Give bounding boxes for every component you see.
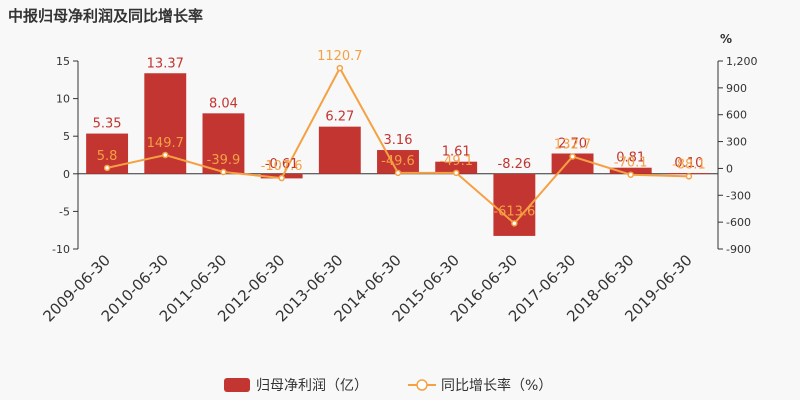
line-value-label: -613.6 bbox=[493, 204, 535, 219]
line-point bbox=[685, 173, 693, 180]
bar-value-label: 13.37 bbox=[147, 56, 184, 71]
left-tick-label: 0 bbox=[63, 168, 70, 181]
line-point bbox=[278, 174, 285, 182]
legend-line-label: 同比增长率（%） bbox=[441, 377, 552, 394]
bar-value-label: 3.16 bbox=[384, 133, 413, 148]
bar-value-label: -0.61 bbox=[265, 157, 299, 172]
left-tick-label: 15 bbox=[56, 55, 70, 68]
bar bbox=[202, 113, 245, 174]
line-value-label: -70.1 bbox=[614, 156, 648, 171]
bar-value-label: 6.27 bbox=[325, 110, 354, 125]
line-value-label: -39.9 bbox=[207, 153, 241, 168]
bar-value-label: 8.04 bbox=[209, 96, 238, 111]
line-value-label: -88.1 bbox=[672, 157, 706, 172]
left-tick-label: 10 bbox=[56, 93, 70, 106]
legend[interactable]: 归母净利润（亿） 同比增长率（%） bbox=[224, 377, 552, 394]
left-tick-label: 5 bbox=[63, 130, 70, 143]
line-value-label: 132.7 bbox=[554, 138, 591, 153]
right-tick-label: -600 bbox=[726, 216, 751, 229]
right-tick-label: -300 bbox=[726, 189, 751, 202]
chart-title: 中报归母净利润及同比增长率 bbox=[8, 7, 204, 25]
left-tick-label: -5 bbox=[59, 205, 70, 218]
legend-bar-label: 归母净利润（亿） bbox=[256, 377, 368, 394]
line-point bbox=[569, 153, 576, 160]
right-tick-label: 300 bbox=[726, 136, 747, 149]
line-point bbox=[162, 151, 169, 159]
line-value-label: -107.6 bbox=[261, 159, 303, 174]
line-value-label: 149.7 bbox=[147, 136, 184, 151]
line-point bbox=[394, 169, 402, 177]
right-tick-label: 600 bbox=[726, 109, 747, 122]
right-tick-label: 0 bbox=[726, 162, 733, 175]
legend-bar-swatch bbox=[224, 378, 250, 392]
line-point bbox=[220, 168, 227, 176]
right-tick-label: -900 bbox=[726, 243, 751, 256]
line-series bbox=[103, 64, 693, 227]
line-value-label: 1120.7 bbox=[317, 49, 363, 64]
bar-value-label: 2.70 bbox=[558, 136, 587, 151]
line-value-label: -49.1 bbox=[439, 154, 473, 169]
right-tick-label: 900 bbox=[726, 82, 747, 95]
right-axis-unit: % bbox=[720, 32, 732, 46]
line-point bbox=[103, 164, 111, 172]
line-point bbox=[336, 64, 344, 72]
bar-value-label: 5.35 bbox=[93, 117, 122, 132]
bar-value-label: 1.61 bbox=[442, 145, 471, 160]
right-tick-label: 1,200 bbox=[726, 55, 758, 68]
line-point bbox=[627, 171, 634, 178]
bar bbox=[318, 126, 361, 174]
x-axis-ticks: 2009-06-302010-06-302011-06-302012-06-30… bbox=[40, 251, 696, 325]
line-value-label: 5.8 bbox=[97, 149, 118, 164]
bar-value-label: 0.10 bbox=[674, 156, 703, 171]
data-labels: 5.35 13.37 8.04 -0.61 6.27 3.16 1.61 -8.26 2.70 0… bbox=[93, 49, 706, 219]
line-value-label: -49.6 bbox=[381, 154, 415, 169]
left-tick-label: -10 bbox=[52, 243, 70, 256]
bar-value-label: 0.81 bbox=[616, 151, 645, 166]
bar-value-label: -8.26 bbox=[498, 157, 532, 172]
bar bbox=[609, 167, 652, 174]
legend-line-marker bbox=[416, 379, 428, 391]
line-point bbox=[511, 220, 518, 227]
bar bbox=[435, 161, 478, 174]
line-point bbox=[452, 169, 460, 177]
